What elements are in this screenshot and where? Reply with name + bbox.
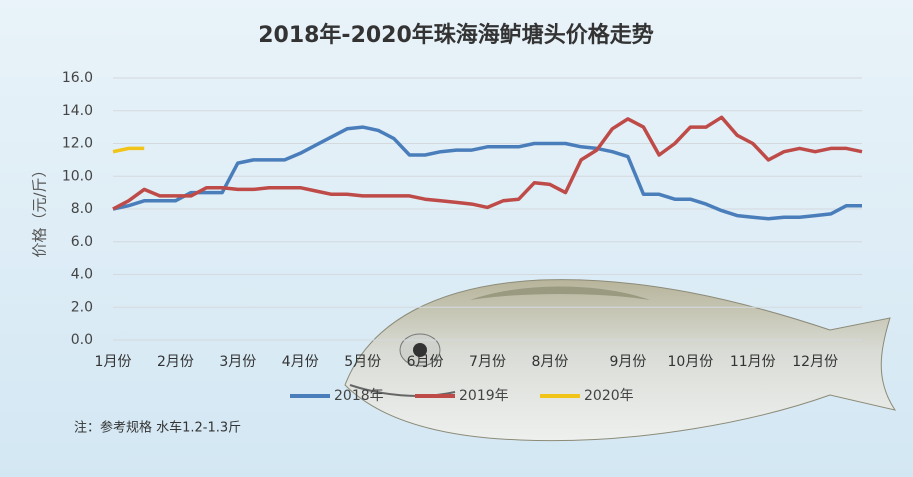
series-line: [112, 146, 145, 154]
y-axis-label: 价格（元/斤）: [31, 162, 49, 257]
y-tick-label: 10.0: [62, 168, 93, 184]
x-tick-label: 11月份: [730, 354, 776, 370]
x-tick-label: 12月份: [792, 354, 838, 370]
series-line: [112, 125, 862, 221]
y-tick-label: 6.0: [71, 234, 93, 250]
y-tick-label: 8.0: [71, 201, 93, 217]
x-tick-label: 6月份: [407, 354, 444, 370]
y-tick-label: 14.0: [62, 103, 93, 119]
legend-label: 2018年: [334, 388, 384, 404]
x-tick-label: 9月份: [609, 354, 646, 370]
x-tick-label: 1月份: [95, 354, 132, 370]
y-tick-label: 0.0: [71, 332, 93, 348]
y-tick-label: 16.0: [62, 70, 93, 86]
x-tick-label: 10月份: [667, 354, 713, 370]
x-tick-label: 2月份: [157, 354, 194, 370]
plot: [112, 115, 863, 221]
legend-label: 2019年: [459, 388, 509, 404]
x-tick-label: 4月份: [282, 354, 319, 370]
legend-label: 2020年: [584, 388, 634, 404]
x-tick-label: 3月份: [219, 354, 256, 370]
x-tick-label: 8月份: [531, 354, 568, 370]
legend: 2018年 2019年 2020年: [290, 388, 634, 404]
x-tick-label: 5月份: [344, 354, 381, 370]
chart-title: 2018年-2020年珠海海鲈塘头价格走势: [258, 22, 654, 48]
grid: 0.0 2.0 4.0 6.0 8.0 10.0 12.0 14.0 16.0 1月份 2月份 3月份…: [62, 70, 862, 370]
y-tick-label: 2.0: [71, 299, 93, 315]
series-line: [112, 115, 863, 211]
y-tick-label: 4.0: [71, 267, 93, 283]
y-tick-label: 12.0: [62, 136, 93, 152]
fish-illustration: [344, 279, 897, 442]
note: 注：参考规格 水车1.2-1.3斤: [74, 420, 241, 436]
x-tick-label: 7月份: [469, 354, 506, 370]
